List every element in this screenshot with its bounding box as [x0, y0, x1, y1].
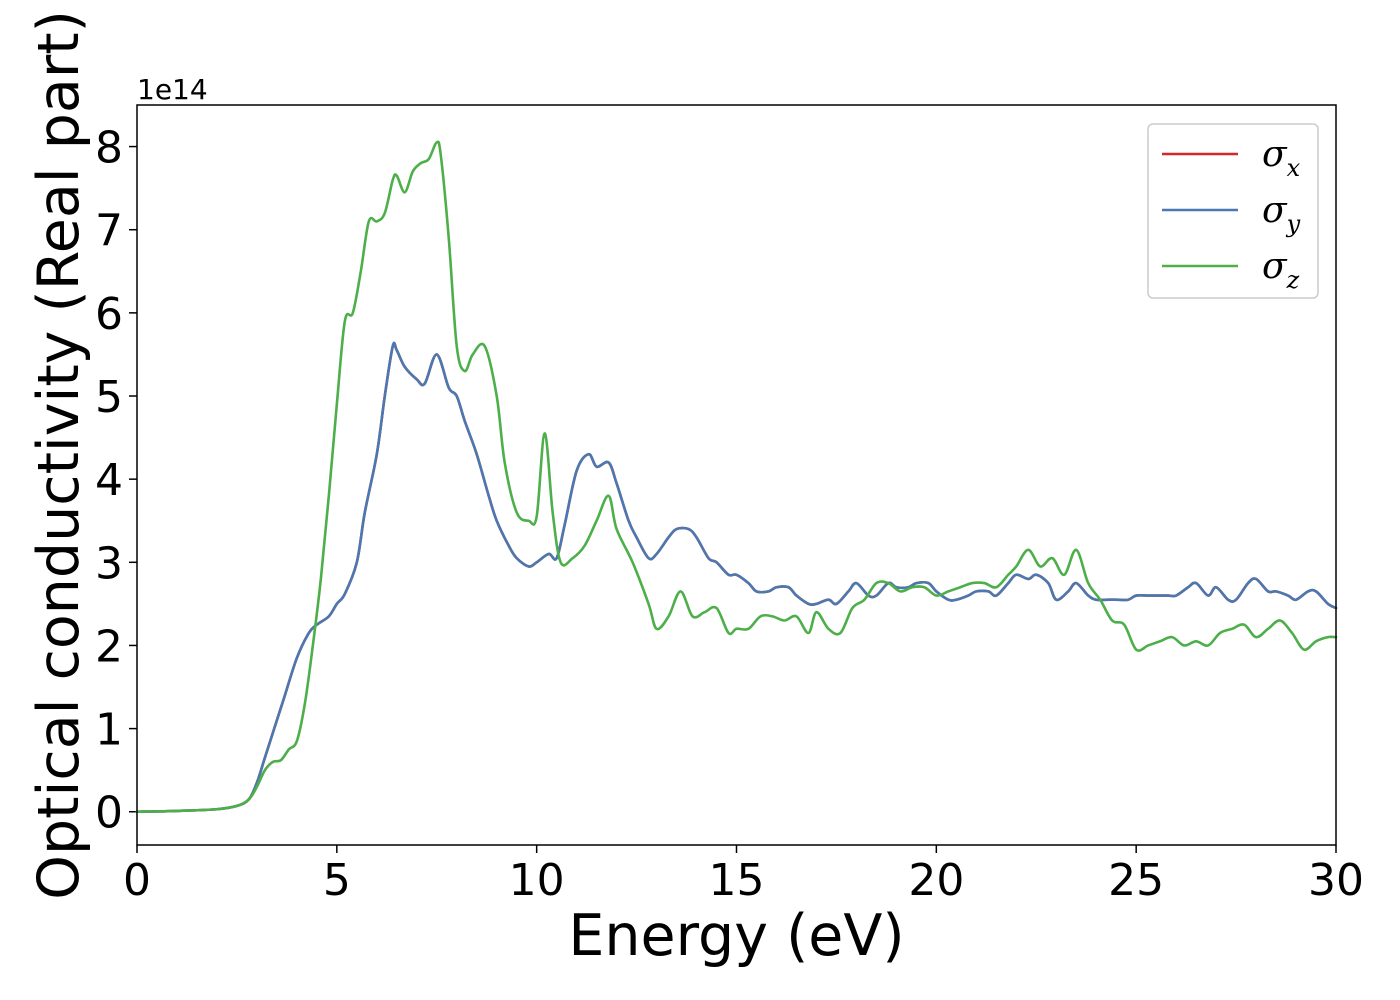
y-tick-label: 2: [95, 621, 123, 672]
series-line-y: [135, 341, 1338, 814]
legend-label-subscript: y: [1286, 210, 1301, 238]
x-axis-ticks: 0 5 10 15 20 25 30: [123, 845, 1364, 906]
x-tick-label: 25: [1108, 855, 1164, 906]
y-tick-label: 0: [95, 788, 123, 839]
legend-label-y: σy: [1262, 190, 1301, 238]
y-axis-ticks: 0 1 2 3 4 5 6 7 8: [95, 123, 137, 839]
y-axis-label: Optical conductivity (Real part): [26, 10, 92, 900]
series-line-z: [135, 140, 1338, 814]
y-tick-label: 4: [95, 455, 123, 506]
x-tick-label: 30: [1308, 855, 1364, 906]
y-tick-label: 3: [95, 538, 123, 589]
y-tick-label: 1: [95, 705, 123, 756]
x-tick-label: 20: [908, 855, 964, 906]
legend-label-x: σx: [1262, 134, 1301, 182]
x-tick-label: 5: [323, 855, 351, 906]
legend-label-subscript: x: [1287, 154, 1301, 182]
legend-label-base: σ: [1262, 134, 1288, 175]
legend-label-base: σ: [1262, 190, 1288, 231]
y-tick-label: 8: [95, 123, 123, 174]
legend-label-subscript: z: [1286, 266, 1300, 294]
x-tick-label: 15: [709, 855, 765, 906]
y-tick-label: 6: [95, 289, 123, 340]
x-tick-label: 0: [123, 855, 151, 906]
x-axis-label: Energy (eV): [568, 903, 904, 969]
x-tick-label: 10: [509, 855, 565, 906]
plot-frame: [136, 104, 1337, 846]
y-tick-label: 5: [95, 372, 123, 423]
legend-label-base: σ: [1262, 246, 1288, 287]
series-lines: [135, 140, 1338, 814]
y-tick-label: 7: [95, 206, 123, 257]
legend-label-z: σz: [1262, 246, 1300, 294]
y-axis-offset-label: 1e14: [137, 73, 208, 106]
